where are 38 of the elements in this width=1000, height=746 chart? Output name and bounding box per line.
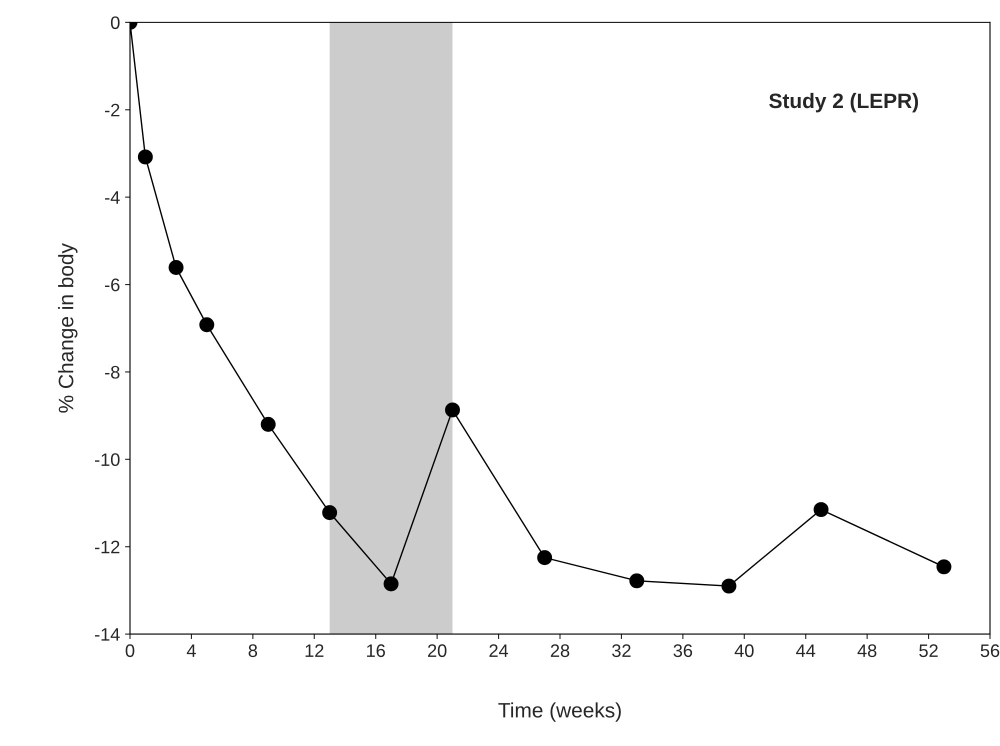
x-tick-label: 36	[674, 644, 692, 658]
x-tick-label: 40	[734, 644, 754, 658]
point	[260, 416, 276, 432]
point	[168, 260, 184, 275]
x-tick-label: 12	[306, 644, 324, 657]
point	[138, 149, 153, 164]
x-tick-label: 20	[428, 644, 446, 658]
point	[384, 576, 399, 592]
x-tick-label: 52	[919, 644, 938, 658]
x-tick-label: 24	[489, 644, 508, 657]
annotation: Study 2 (LEPR)	[769, 92, 918, 112]
y-tick-label: -12	[94, 540, 120, 554]
point	[936, 559, 952, 574]
y-tick-label: -6	[105, 278, 120, 292]
x-tick-label: 32	[612, 644, 631, 658]
x-tick-label: 16	[367, 644, 385, 658]
y-tick-label: -4	[105, 191, 120, 204]
y-tick-label: -10	[94, 453, 120, 466]
x-tick-label: 8	[248, 644, 258, 658]
point	[721, 578, 736, 594]
x-axis-title: Time (weeks)	[498, 702, 621, 722]
point	[322, 505, 338, 520]
point	[445, 402, 460, 418]
point	[537, 550, 552, 566]
point	[629, 573, 644, 588]
y-tick-label: -8	[105, 366, 120, 379]
y-tick-label: 0	[110, 16, 120, 30]
x-tick-label: 28	[550, 644, 570, 658]
x-tick-label: 56	[980, 644, 1000, 658]
x-tick-label: 44	[796, 644, 816, 657]
x-tick-label: 0	[126, 644, 134, 658]
point	[199, 317, 214, 332]
x-tick-label: 4	[186, 644, 196, 657]
y-tick-label: -2	[105, 104, 120, 116]
y-tick-label: -14	[94, 628, 120, 641]
y-axis-title: % Change in body	[58, 243, 78, 413]
point	[814, 502, 829, 518]
x-tick-label: 48	[858, 644, 876, 658]
